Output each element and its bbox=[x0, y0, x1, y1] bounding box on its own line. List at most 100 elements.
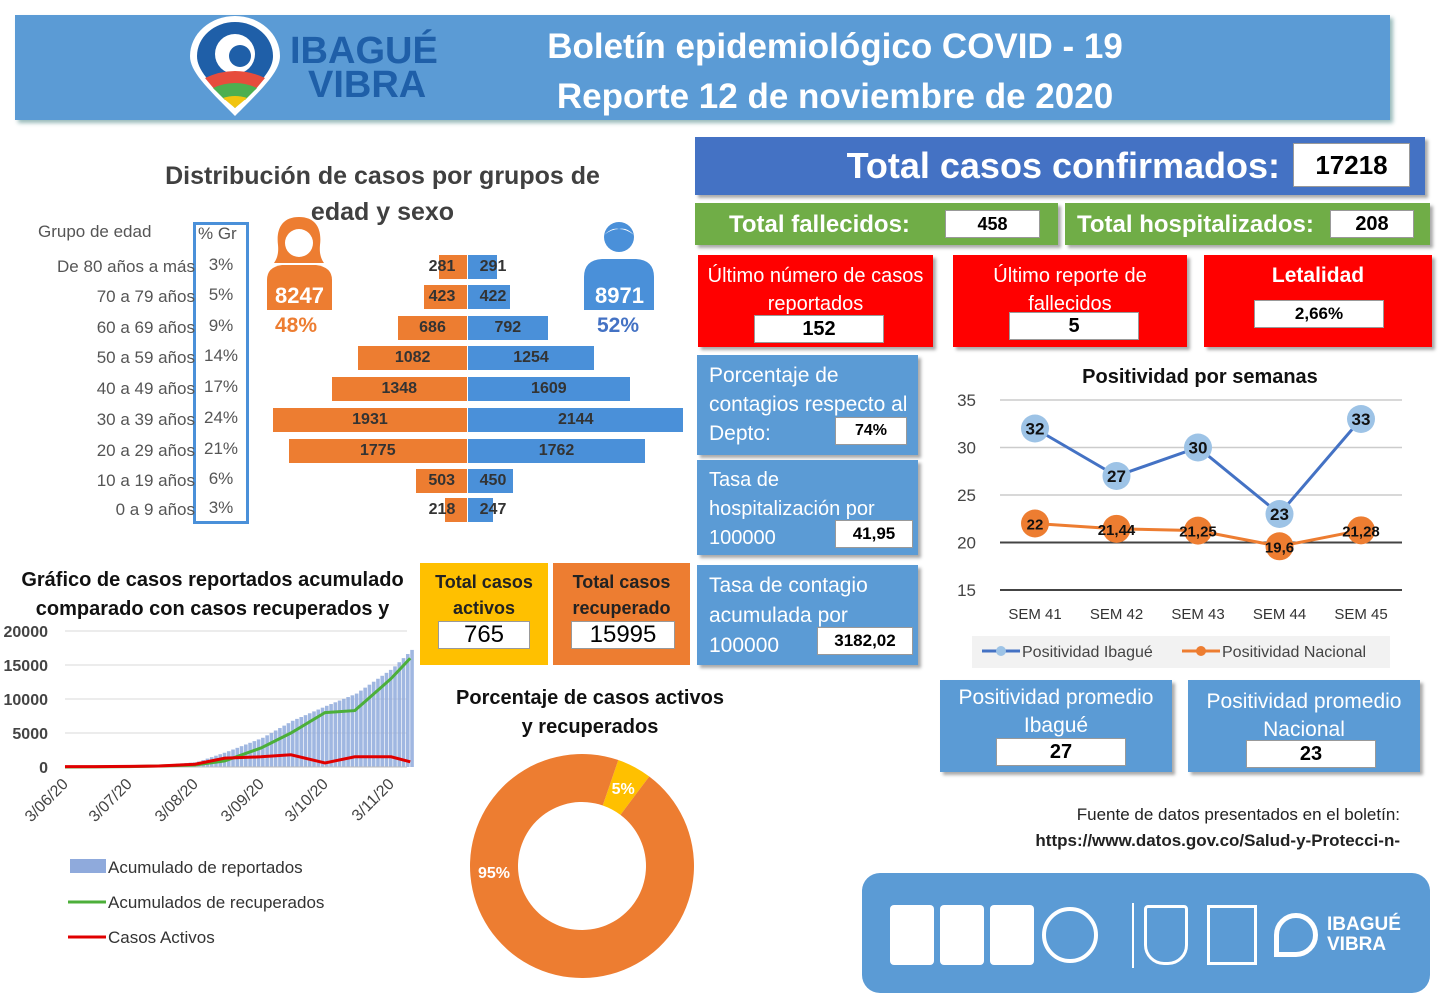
recovered-cases-card: Total casos recuperado 15995 bbox=[553, 563, 690, 665]
reported-bar bbox=[257, 739, 261, 767]
series-line bbox=[1035, 419, 1361, 514]
avg-ibague-value: 27 bbox=[996, 738, 1126, 766]
female-value: 1082 bbox=[358, 346, 467, 370]
reported-bar bbox=[393, 666, 397, 767]
y-tick-label: 15000 bbox=[4, 658, 49, 675]
total-deaths-card: Total fallecidos: 458 bbox=[695, 203, 1058, 245]
age-group-pct: 6% bbox=[196, 464, 246, 494]
divider bbox=[1132, 903, 1134, 968]
page-title: Boletín epidemiológico COVID - 19 Report… bbox=[470, 22, 1200, 122]
hosp-rate-value: 41,95 bbox=[835, 520, 913, 548]
female-value: 1775 bbox=[289, 439, 467, 463]
y-tick-label: 10000 bbox=[4, 692, 49, 709]
male-value: 1609 bbox=[468, 377, 630, 401]
pct-depto-value: 74% bbox=[835, 417, 907, 445]
reported-bar bbox=[248, 743, 252, 767]
reported-bar bbox=[287, 723, 291, 767]
y-tick-label: 25 bbox=[957, 486, 976, 505]
reported-bar bbox=[406, 654, 410, 767]
female-value: 281 bbox=[417, 255, 467, 279]
lethality-value: 2,66% bbox=[1254, 300, 1384, 328]
reported-bar bbox=[278, 728, 282, 767]
data-source: Fuente de datos presentados en el boletí… bbox=[1035, 802, 1400, 854]
reported-bar bbox=[274, 730, 278, 767]
contagion-rate-value: 3182,02 bbox=[817, 627, 913, 655]
avg-nacional-value: 23 bbox=[1246, 740, 1376, 768]
y-tick-label: 30 bbox=[957, 439, 976, 458]
last-deaths-value: 5 bbox=[1009, 312, 1139, 340]
last-cases-value: 152 bbox=[754, 315, 884, 343]
reported-bar bbox=[385, 673, 389, 767]
age-group-header: Grupo de edad bbox=[38, 222, 151, 242]
male-value: 247 bbox=[468, 498, 518, 522]
source-link[interactable]: https://www.datos.gov.co/Salud-y-Protecc… bbox=[1035, 828, 1400, 854]
reported-bar bbox=[342, 699, 346, 767]
hosp-rate-card: Tasa de hospitalización por 100000 41,95 bbox=[697, 460, 918, 555]
reported-bar bbox=[282, 726, 286, 767]
data-label: 33 bbox=[1352, 410, 1371, 429]
icontec-logo-icon bbox=[940, 905, 984, 965]
data-label: 30 bbox=[1189, 439, 1208, 458]
y-tick-label: 0 bbox=[39, 760, 48, 777]
age-group-pct: 24% bbox=[196, 403, 246, 433]
male-figure: 8971 bbox=[582, 215, 657, 315]
age-group-pct: 14% bbox=[196, 341, 246, 371]
reported-bar bbox=[402, 658, 406, 767]
avg-ibague-card: Positividad promedio Ibagué 27 bbox=[940, 680, 1172, 772]
avg-nacional-card: Positividad promedio Nacional 23 bbox=[1188, 680, 1420, 772]
footer-logo-text: IBAGUÉ VIBRA bbox=[1327, 915, 1417, 955]
conservatorio-logo-icon bbox=[1207, 905, 1257, 965]
age-group-pct: 21% bbox=[196, 434, 246, 464]
age-group-label: 0 a 9 años bbox=[0, 495, 195, 525]
reported-bar bbox=[397, 662, 401, 767]
female-figure: 8247 bbox=[262, 215, 337, 315]
x-tick-label: 3/10/20 bbox=[282, 776, 332, 826]
legend-label: Casos Activos bbox=[108, 928, 215, 947]
reported-bar bbox=[389, 670, 393, 767]
age-group-pct: 5% bbox=[196, 280, 246, 310]
age-group-pct: 9% bbox=[196, 311, 246, 341]
donut-label: 95% bbox=[478, 865, 510, 882]
data-label: 27 bbox=[1107, 467, 1126, 486]
age-group-label: 20 a 29 años bbox=[0, 436, 195, 466]
y-tick-label: 20 bbox=[957, 534, 976, 553]
female-value: 1931 bbox=[273, 408, 467, 432]
female-value: 423 bbox=[417, 285, 467, 309]
male-value: 422 bbox=[468, 285, 518, 309]
age-group-pct: 3% bbox=[196, 250, 246, 280]
footer-logos: IBAGUÉ VIBRA bbox=[862, 873, 1430, 993]
age-sex-title: Distribución de casos por grupos de edad… bbox=[130, 158, 635, 230]
x-tick-label: SEM 44 bbox=[1253, 606, 1306, 623]
total-confirmed-card: Total casos confirmados: 17218 bbox=[695, 137, 1425, 195]
age-group-label: De 80 años a más bbox=[0, 252, 195, 282]
male-value: 2144 bbox=[468, 408, 683, 432]
last-deaths-card: Último reporte de fallecidos 5 bbox=[953, 255, 1187, 347]
donut-chart: 5% 95% bbox=[462, 746, 702, 986]
reported-bar bbox=[295, 719, 299, 767]
age-group-label: 40 a 49 años bbox=[0, 374, 195, 404]
female-value: 218 bbox=[417, 498, 467, 522]
reported-bar bbox=[291, 721, 295, 767]
legend-label: Acumulados de recuperados bbox=[108, 893, 324, 912]
data-label: 32 bbox=[1026, 420, 1045, 439]
total-deaths-value: 458 bbox=[945, 210, 1040, 238]
y-tick-label: 5000 bbox=[12, 726, 48, 743]
female-total: 8247 bbox=[262, 283, 337, 309]
age-group-pct: 17% bbox=[196, 372, 246, 402]
legend-swatch bbox=[70, 859, 106, 873]
y-tick-label: 35 bbox=[957, 391, 976, 410]
female-pct: 48% bbox=[275, 314, 317, 338]
age-group-label: 10 a 19 años bbox=[0, 466, 195, 496]
data-label: 22 bbox=[1027, 517, 1044, 534]
x-tick-label: SEM 41 bbox=[1008, 606, 1061, 623]
lethality-card: Letalidad 2,66% bbox=[1204, 255, 1432, 347]
contagion-rate-card: Tasa de contagio acumulada por 100000 31… bbox=[697, 565, 918, 665]
donut-label: 5% bbox=[612, 781, 635, 798]
age-group-label: 70 a 79 años bbox=[0, 282, 195, 312]
reported-bar bbox=[270, 733, 274, 767]
reported-bar bbox=[244, 744, 248, 767]
male-pct: 52% bbox=[597, 314, 639, 338]
male-total: 8971 bbox=[582, 283, 657, 309]
x-tick-label: SEM 43 bbox=[1171, 606, 1224, 623]
